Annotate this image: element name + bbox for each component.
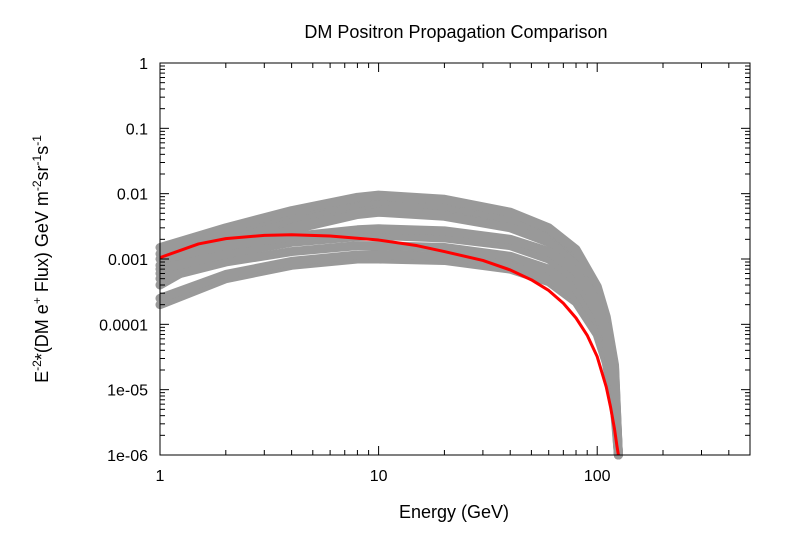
x-ticks: 1 10 100 [156,63,730,485]
gray-curve [155,254,623,460]
ylabel-base: E [32,371,52,383]
y-tick-label: 0.001 [108,252,148,269]
ylabel-exp5: -1 [30,135,44,146]
y-tick-label: 0.0001 [99,317,148,334]
ylabel-mid: *(DM e [32,304,52,360]
ylabel-exp1: -2 [30,360,44,371]
x-tick-label: 100 [584,468,611,485]
x-axis-title: Energy (GeV) [399,502,509,522]
y-tick-label: 1e-06 [107,448,148,465]
ylabel-mid3: sr [32,165,52,180]
ylabel-exp2: + [30,297,44,304]
y-tick-label: 1 [139,56,148,73]
gray-curve [155,224,623,460]
y-tick-label: 0.01 [117,187,148,204]
series-line [159,233,620,456]
ylabel-exp3: -2 [30,180,44,191]
y-tick-label: 1e-05 [107,383,148,400]
x-tick-label: 10 [370,468,388,485]
y-tick-label: 0.1 [126,121,148,138]
series-layer [159,233,620,456]
y-ticks: 1 0.1 0.01 0.001 0.0001 1e-05 1e-06 [99,56,750,465]
ylabel-mid4: s [32,146,52,155]
ylabel-mid2: Flux) GeV m [32,191,52,297]
chart-title: DM Positron Propagation Comparison [304,22,607,42]
ylabel-exp4: -1 [30,154,44,165]
gray-band [155,190,623,460]
y-axis-title: E-2*(DM e+ Flux) GeV m-2sr-1s-1 [30,135,52,383]
x-tick-label: 1 [156,468,165,485]
